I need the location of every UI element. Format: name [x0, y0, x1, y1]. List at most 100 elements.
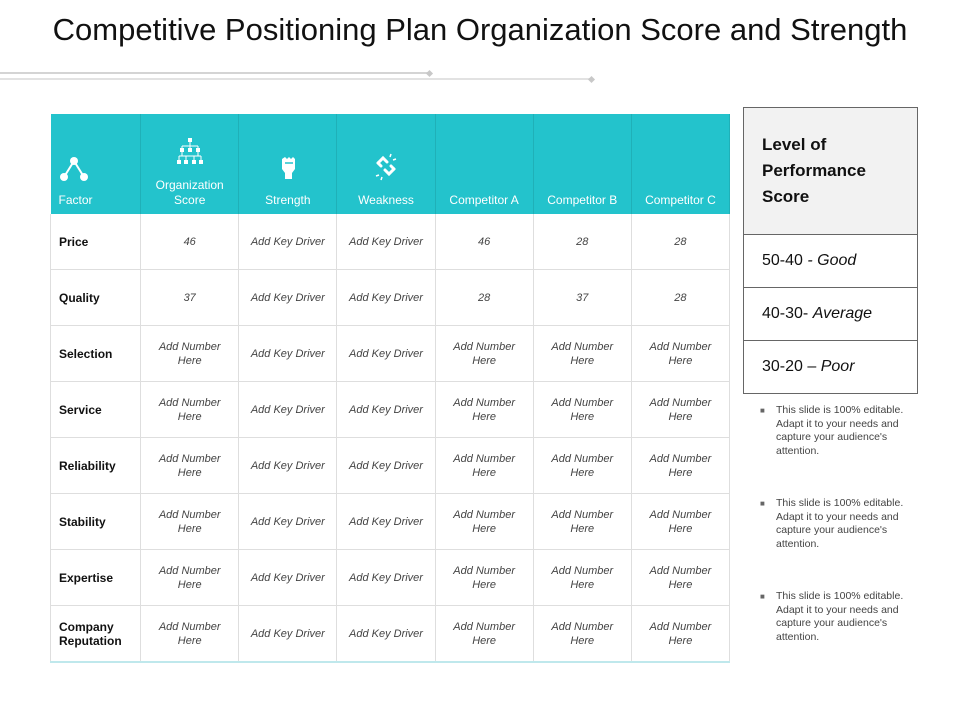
table-cell: Add Key Driver [336, 605, 436, 663]
table-cell: Add Key Driver [336, 381, 436, 438]
table-cell: Add Number Here [533, 437, 632, 494]
level-range: 30-20 – [762, 358, 821, 375]
header-label: Competitor C [645, 193, 716, 207]
header-competitor-b: Competitor B [533, 114, 632, 214]
decorative-rule-dot [425, 69, 434, 78]
table-cell: Add Key Driver [336, 269, 436, 326]
table-row: Price 46 Add Key Driver Add Key Driver 4… [49, 214, 731, 270]
factor-cell: Company Reputation [49, 605, 142, 663]
performance-level: 40-30- Average [743, 287, 918, 341]
header-weakness: Weakness [336, 114, 436, 214]
header-competitor-a: Competitor A [435, 114, 534, 214]
table-cell: Add Number Here [140, 605, 240, 663]
table-row: Quality 37 Add Key Driver Add Key Driver… [49, 269, 731, 326]
decorative-rule [0, 78, 592, 80]
table-cell: Add Key Driver [238, 325, 338, 382]
table-cell: Add Key Driver [238, 381, 338, 438]
note-item: ■ This slide is 100% editable. Adapt it t… [760, 497, 930, 551]
table-cell: Add Number Here [140, 325, 240, 382]
table-cell: 37 [533, 269, 632, 326]
table-cell: Add Key Driver [238, 605, 338, 663]
header-label: Organization Score [155, 178, 224, 207]
table-cell: Add Key Driver [238, 437, 338, 494]
header-label: Weakness [358, 193, 414, 207]
table-cell: Add Number Here [140, 381, 240, 438]
bullet-icon: ■ [760, 499, 765, 508]
table-cell: Add Number Here [435, 325, 534, 382]
table-cell: 46 [140, 214, 240, 270]
factor-cell: Price [49, 214, 142, 270]
header-strength: Strength [238, 114, 338, 214]
table-cell: Add Key Driver [336, 549, 436, 606]
table-cell: Add Number Here [533, 549, 632, 606]
header-label: Factor [58, 193, 93, 207]
table-cell: Add Number Here [435, 493, 534, 550]
table-cell: Add Key Driver [336, 214, 436, 270]
score-table: Factor Organization S [49, 114, 731, 663]
notes-list: ■ This slide is 100% editable. Adapt it t… [760, 404, 930, 683]
table-cell: Add Number Here [533, 325, 632, 382]
table-cell: Add Number Here [533, 381, 632, 438]
table-cell: 28 [435, 269, 534, 326]
table-cell: 28 [631, 214, 731, 270]
factor-cell: Expertise [49, 549, 142, 606]
table-row: Expertise Add Number Here Add Key Driver… [49, 549, 731, 606]
table-cell: Add Key Driver [238, 269, 338, 326]
header-factor: Factor [50, 114, 142, 214]
page-title: Competitive Positioning Plan Organizatio… [52, 12, 908, 47]
factor-cell: Selection [49, 325, 142, 382]
table-cell: Add Number Here [435, 437, 534, 494]
table-cell: Add Key Driver [238, 214, 338, 270]
decorative-rule-dot [587, 75, 596, 84]
table-cell: Add Number Here [631, 437, 731, 494]
header-competitor-c: Competitor C [631, 114, 731, 214]
note-text: This slide is 100% editable. Adapt it to… [776, 404, 904, 457]
factor-cell: Stability [49, 493, 142, 550]
level-label: Poor [820, 358, 855, 375]
org-chart-icon [145, 134, 234, 170]
level-label: - Good [807, 252, 857, 269]
header-organization-score: Organization Score [140, 114, 240, 214]
header-label: Strength [265, 193, 311, 207]
bullet-icon: ■ [760, 406, 765, 415]
note-item: ■ This slide is 100% editable. Adapt it t… [760, 404, 930, 458]
nodes-icon [59, 149, 137, 185]
table-cell: Add Number Here [435, 381, 534, 438]
factor-cell: Quality [49, 269, 142, 326]
note-text: This slide is 100% editable. Adapt it to… [776, 590, 904, 643]
table-cell: Add Number Here [140, 493, 240, 550]
level-label: Average [812, 305, 873, 322]
table-cell: Add Number Here [631, 325, 731, 382]
bullet-icon: ■ [760, 592, 765, 601]
note-text: This slide is 100% editable. Adapt it to… [776, 497, 904, 550]
header-label: Competitor B [547, 193, 618, 207]
table-cell: Add Number Here [533, 493, 632, 550]
table-cell: Add Key Driver [336, 325, 436, 382]
performance-heading: Level of Performance Score [743, 107, 918, 235]
table-cell: Add Number Here [631, 381, 731, 438]
level-range: 50-40 [762, 252, 808, 269]
table-row: Reliability Add Number Here Add Key Driv… [49, 437, 731, 494]
table-cell: Add Number Here [631, 605, 731, 663]
table-cell: Add Number Here [631, 493, 731, 550]
table-cell: Add Key Driver [336, 493, 436, 550]
table-cell: 28 [533, 214, 632, 270]
table-cell: Add Key Driver [336, 437, 436, 494]
table-cell: 28 [631, 269, 731, 326]
performance-level: 30-20 – Poor [743, 340, 918, 394]
table-row: Stability Add Number Here Add Key Driver… [49, 493, 731, 550]
table-row: Selection Add Number Here Add Key Driver… [49, 325, 731, 382]
note-item: ■ This slide is 100% editable. Adapt it t… [760, 590, 930, 644]
table-header-row: Factor Organization S [50, 114, 731, 214]
factor-cell: Reliability [49, 437, 142, 494]
table-cell: Add Number Here [435, 549, 534, 606]
table-cell: Add Number Here [533, 605, 632, 663]
performance-legend: Level of Performance Score 50-40 - Good … [743, 107, 918, 394]
table-cell: Add Number Here [140, 549, 240, 606]
header-label: Competitor A [449, 193, 519, 207]
level-range: 40-30- [762, 305, 813, 322]
table-cell: Add Number Here [435, 605, 534, 663]
decorative-rule [0, 72, 430, 74]
table-cell: Add Key Driver [238, 493, 338, 550]
fist-icon [243, 149, 332, 185]
